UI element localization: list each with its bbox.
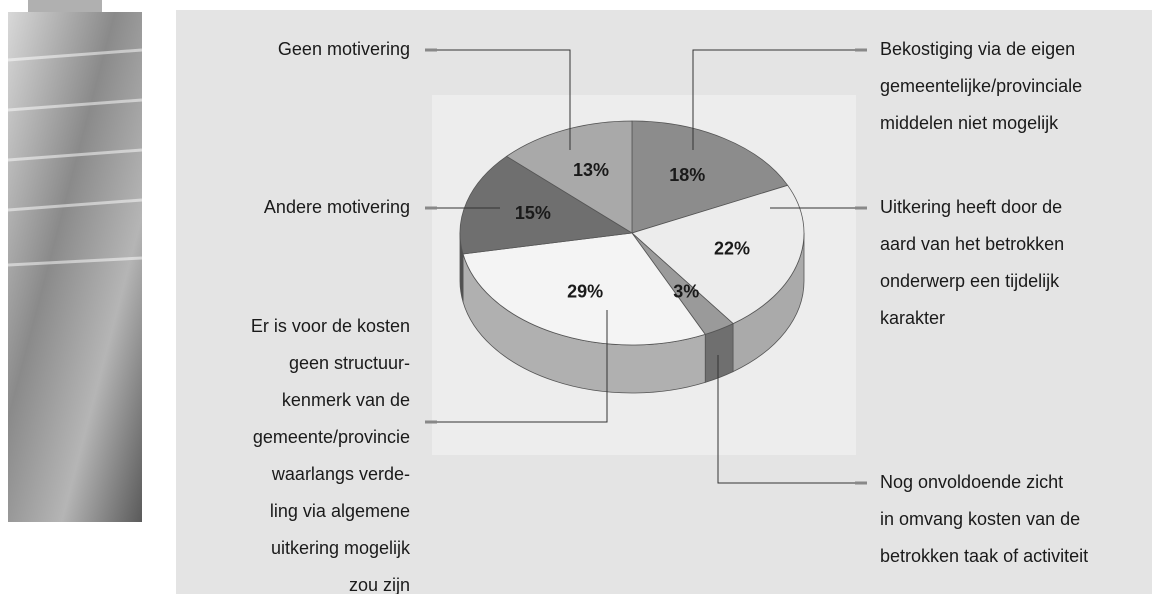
category-label: Er is voor de kosten <box>251 316 410 336</box>
category-label: in omvang kosten van de <box>880 509 1080 529</box>
category-label: ling via algemene <box>270 501 410 521</box>
category-label: onderwerp een tijdelijk <box>880 271 1060 291</box>
value-label: 13% <box>573 160 609 180</box>
category-label: waarlangs verde- <box>271 464 410 484</box>
category-label: Bekostiging via de eigen <box>880 39 1075 59</box>
category-label: geen structuur- <box>289 353 410 373</box>
value-label: 15% <box>515 203 551 223</box>
category-label: Uitkering heeft door de <box>880 197 1062 217</box>
category-label: Nog onvoldoende zicht <box>880 472 1063 492</box>
category-label: karakter <box>880 308 945 328</box>
value-label: 22% <box>714 238 750 258</box>
category-label: aard van het betrokken <box>880 234 1064 254</box>
category-label: kenmerk van de <box>282 390 410 410</box>
category-label: gemeentelijke/provinciale <box>880 76 1082 96</box>
category-label: gemeente/provincie <box>253 427 410 447</box>
pie-tops <box>460 121 804 345</box>
value-label: 29% <box>567 282 603 302</box>
photo <box>8 12 142 522</box>
value-label: 18% <box>669 165 705 185</box>
chart: 18% 22% 3% 29% 15% 13% Bekostiging via de eige… <box>0 0 1152 594</box>
category-label: Geen motivering <box>278 39 410 59</box>
photo-tab <box>28 0 102 12</box>
value-label: 3% <box>673 282 699 302</box>
category-label: betrokken taak of activiteit <box>880 546 1088 566</box>
category-label: uitkering mogelijk <box>271 538 411 558</box>
category-label: middelen niet mogelijk <box>880 113 1059 133</box>
category-label: Andere motivering <box>264 197 410 217</box>
category-label: zou zijn <box>349 575 410 594</box>
